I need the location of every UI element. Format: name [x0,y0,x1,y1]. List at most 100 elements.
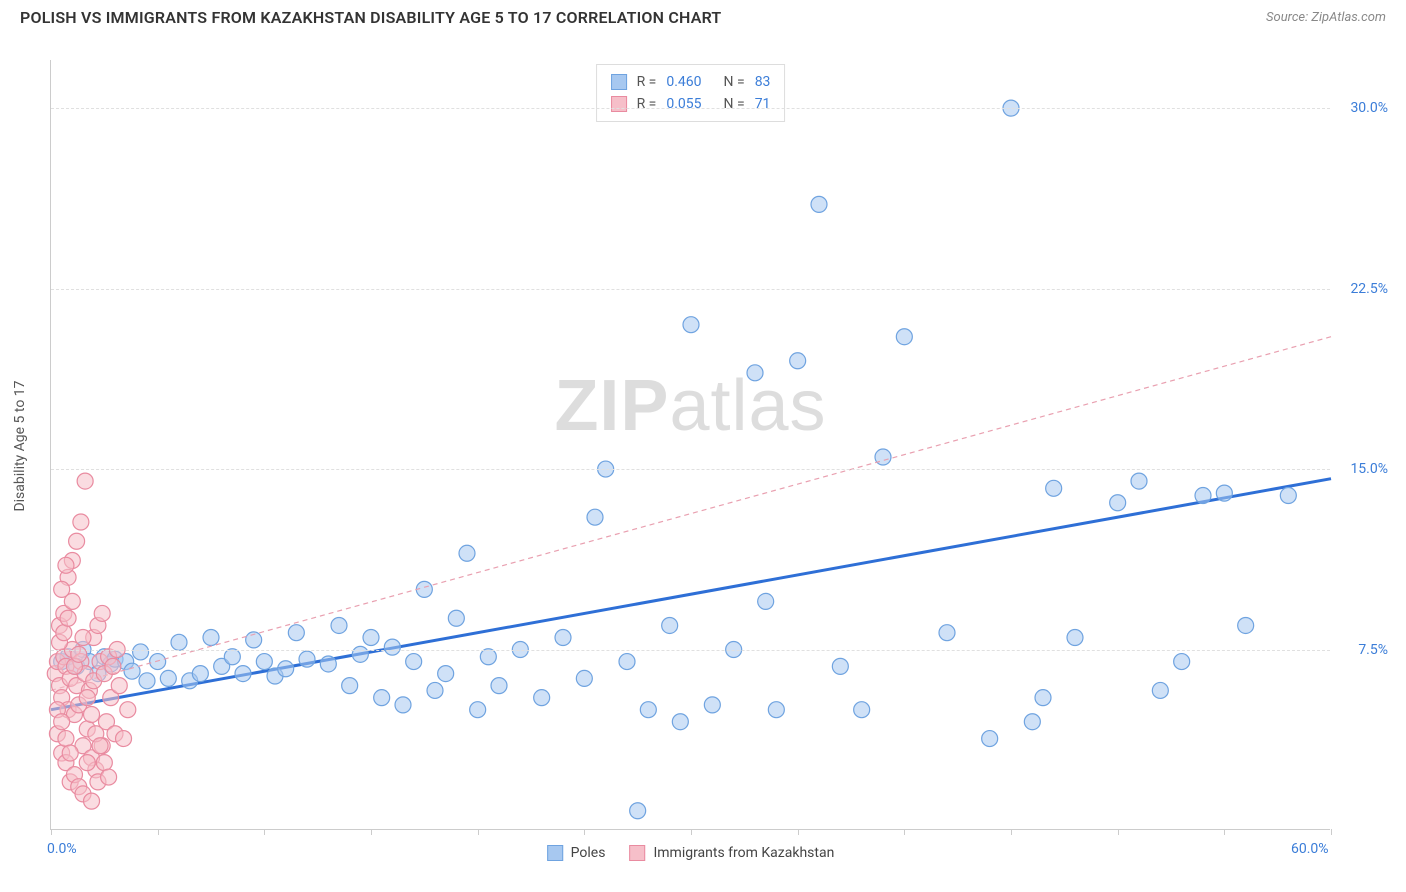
data-point [406,654,422,670]
gridline [51,650,1330,651]
data-point [640,702,656,718]
legend-label: Immigrants from Kazakhstan [653,845,834,861]
source-label: Source: ZipAtlas.com [1266,10,1386,25]
data-point [105,658,121,674]
data-point [1024,714,1040,730]
data-point [235,666,251,682]
data-point [395,697,411,713]
data-point [96,755,112,771]
data-point [470,702,486,718]
legend-item: Poles [547,845,606,861]
x-tick [1224,829,1225,835]
data-point [73,514,89,530]
data-point [758,593,774,609]
data-point [896,329,912,345]
x-tick [798,829,799,835]
data-point [120,702,136,718]
data-point [101,769,117,785]
data-point [704,697,720,713]
data-point [1280,488,1296,504]
data-point [683,317,699,333]
y-tick-label: 22.5% [1350,281,1388,297]
data-point [54,714,70,730]
data-point [94,605,110,621]
x-tick [371,829,372,835]
data-point [939,625,955,641]
data-point [1046,480,1062,496]
data-point [363,630,379,646]
data-point [124,663,140,679]
data-point [1152,682,1168,698]
legend-item: Immigrants from Kazakhstan [629,845,834,861]
data-point [576,670,592,686]
gridline [51,108,1330,109]
data-point [58,557,74,573]
data-point [790,353,806,369]
data-point [288,625,304,641]
data-point [811,196,827,212]
data-point [69,533,85,549]
data-point [77,473,93,489]
data-point [79,690,95,706]
y-tick-label: 30.0% [1350,100,1388,116]
x-tick [1331,829,1332,835]
x-tick [478,829,479,835]
data-point [62,745,78,761]
data-point [192,666,208,682]
x-tick [691,829,692,835]
data-point [768,702,784,718]
data-point [555,630,571,646]
data-point [56,625,72,641]
data-point [534,690,550,706]
data-point [1195,488,1211,504]
x-tick-label: 60.0% [1291,841,1329,857]
data-point [1067,630,1083,646]
data-point [256,654,272,670]
data-point [619,654,635,670]
series-legend: Poles Immigrants from Kazakhstan [547,845,835,861]
data-point [58,731,74,747]
data-point [116,731,132,747]
x-tick [51,829,52,835]
data-point [278,661,294,677]
data-point [60,610,76,626]
data-point [491,678,507,694]
legend-label: Poles [571,845,606,861]
x-tick [904,829,905,835]
x-tick [1118,829,1119,835]
data-point [111,678,127,694]
x-tick [158,829,159,835]
legend-swatch [547,845,563,861]
data-point [672,714,688,730]
data-point [587,509,603,525]
data-point [1131,473,1147,489]
data-point [203,630,219,646]
data-point [662,617,678,633]
data-point [448,610,464,626]
data-point [630,803,646,819]
y-axis-label: Disability Age 5 to 17 [12,380,28,511]
data-point [384,639,400,655]
y-tick-label: 15.0% [1350,461,1388,477]
gridline [51,289,1330,290]
data-point [438,666,454,682]
data-point [854,702,870,718]
scatter-svg [51,60,1330,829]
data-point [79,755,95,771]
data-point [1110,495,1126,511]
data-point [139,673,155,689]
y-tick-label: 7.5% [1358,642,1388,658]
legend-swatch [629,845,645,861]
data-point [342,678,358,694]
data-point [133,644,149,660]
data-point [92,738,108,754]
data-point [480,649,496,665]
data-point [160,670,176,686]
data-point [459,545,475,561]
data-point [320,656,336,672]
data-point [1035,690,1051,706]
data-point [75,630,91,646]
data-point [1216,485,1232,501]
data-point [224,649,240,665]
data-point [1238,617,1254,633]
